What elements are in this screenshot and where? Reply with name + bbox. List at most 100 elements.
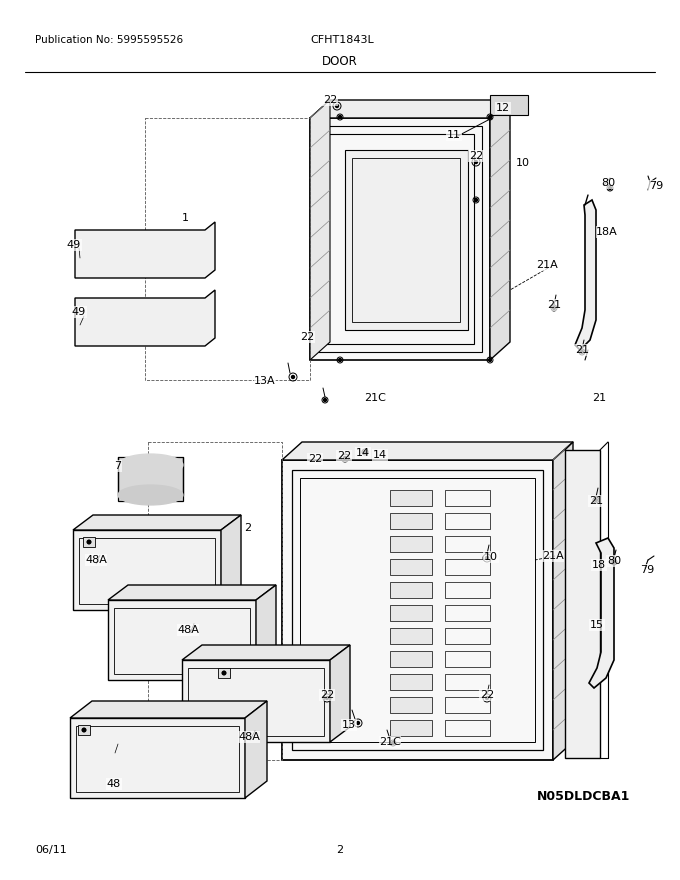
Text: 21C: 21C xyxy=(379,737,401,747)
Polygon shape xyxy=(182,645,350,660)
Ellipse shape xyxy=(118,485,183,505)
Text: 21: 21 xyxy=(575,345,589,355)
Text: 13A: 13A xyxy=(254,376,276,386)
Text: 1: 1 xyxy=(182,213,188,223)
Polygon shape xyxy=(70,701,267,718)
Circle shape xyxy=(364,451,367,453)
Circle shape xyxy=(581,350,583,354)
Text: 48A: 48A xyxy=(177,625,199,635)
Circle shape xyxy=(339,115,341,119)
Text: 21A: 21A xyxy=(542,551,564,561)
Circle shape xyxy=(335,105,339,107)
Polygon shape xyxy=(390,559,432,575)
Text: 48A: 48A xyxy=(238,732,260,742)
Polygon shape xyxy=(390,720,432,736)
Polygon shape xyxy=(553,442,573,760)
Polygon shape xyxy=(390,674,432,690)
Polygon shape xyxy=(310,100,510,118)
Circle shape xyxy=(324,399,326,401)
Text: CFHT1843L: CFHT1843L xyxy=(310,35,374,45)
Circle shape xyxy=(552,306,556,310)
Circle shape xyxy=(486,696,488,700)
Text: 10: 10 xyxy=(516,158,530,168)
Polygon shape xyxy=(390,605,432,621)
Text: 10: 10 xyxy=(484,552,498,562)
Text: 21: 21 xyxy=(547,300,561,310)
Text: 22: 22 xyxy=(337,451,351,461)
Polygon shape xyxy=(330,645,350,742)
Polygon shape xyxy=(390,628,432,644)
Text: 49: 49 xyxy=(67,240,81,250)
Polygon shape xyxy=(490,100,510,360)
Text: 12: 12 xyxy=(496,103,510,113)
Circle shape xyxy=(82,729,86,731)
Polygon shape xyxy=(390,490,432,506)
Polygon shape xyxy=(218,668,230,678)
Polygon shape xyxy=(108,600,256,680)
Polygon shape xyxy=(282,442,573,460)
Text: 80: 80 xyxy=(607,556,621,566)
Circle shape xyxy=(475,199,477,202)
Polygon shape xyxy=(78,725,90,735)
Circle shape xyxy=(392,742,394,744)
Text: 48: 48 xyxy=(107,779,121,789)
Text: 06/11: 06/11 xyxy=(35,845,67,855)
Polygon shape xyxy=(589,538,614,688)
Ellipse shape xyxy=(118,454,183,476)
Circle shape xyxy=(609,187,611,189)
Text: 48A: 48A xyxy=(85,555,107,565)
Bar xyxy=(118,457,183,501)
Circle shape xyxy=(339,358,341,362)
Polygon shape xyxy=(245,701,267,798)
Circle shape xyxy=(486,556,488,560)
Polygon shape xyxy=(565,450,600,758)
Text: 15: 15 xyxy=(590,620,604,630)
Text: 7: 7 xyxy=(114,461,122,471)
Polygon shape xyxy=(73,515,241,530)
Text: 21: 21 xyxy=(589,496,603,506)
Polygon shape xyxy=(73,530,221,610)
Text: 21A: 21A xyxy=(536,260,558,270)
Text: 79: 79 xyxy=(649,181,663,191)
Polygon shape xyxy=(182,660,330,742)
Polygon shape xyxy=(108,585,276,600)
Polygon shape xyxy=(345,150,468,330)
Text: 22: 22 xyxy=(300,332,314,342)
Text: 2: 2 xyxy=(244,523,252,533)
Polygon shape xyxy=(390,536,432,552)
Polygon shape xyxy=(390,697,432,713)
Circle shape xyxy=(343,457,347,459)
Text: Publication No: 5995595526: Publication No: 5995595526 xyxy=(35,35,183,45)
Polygon shape xyxy=(221,515,241,610)
Circle shape xyxy=(222,671,226,674)
Polygon shape xyxy=(282,460,553,760)
Text: N05DLDCBA1: N05DLDCBA1 xyxy=(537,790,630,803)
Text: 80: 80 xyxy=(601,178,615,188)
Polygon shape xyxy=(75,222,215,278)
Text: 21C: 21C xyxy=(364,393,386,403)
Polygon shape xyxy=(70,718,245,798)
Circle shape xyxy=(488,358,492,362)
Polygon shape xyxy=(83,537,95,547)
Polygon shape xyxy=(390,582,432,598)
Text: 14: 14 xyxy=(356,448,370,458)
Polygon shape xyxy=(575,200,596,350)
Polygon shape xyxy=(390,513,432,529)
Polygon shape xyxy=(490,95,528,115)
Text: 14: 14 xyxy=(373,450,387,460)
Text: 22: 22 xyxy=(469,151,483,161)
Circle shape xyxy=(88,540,90,544)
Circle shape xyxy=(475,160,477,164)
Text: DOOR: DOOR xyxy=(322,55,358,68)
Circle shape xyxy=(326,696,328,700)
Circle shape xyxy=(488,115,492,119)
Text: 18A: 18A xyxy=(596,227,618,237)
Text: 22: 22 xyxy=(320,690,334,700)
Polygon shape xyxy=(256,585,276,680)
Text: 22: 22 xyxy=(480,690,494,700)
Text: 21: 21 xyxy=(592,393,606,403)
Circle shape xyxy=(356,722,360,724)
Polygon shape xyxy=(390,651,432,667)
Text: 49: 49 xyxy=(72,307,86,317)
Text: 79: 79 xyxy=(640,565,654,575)
